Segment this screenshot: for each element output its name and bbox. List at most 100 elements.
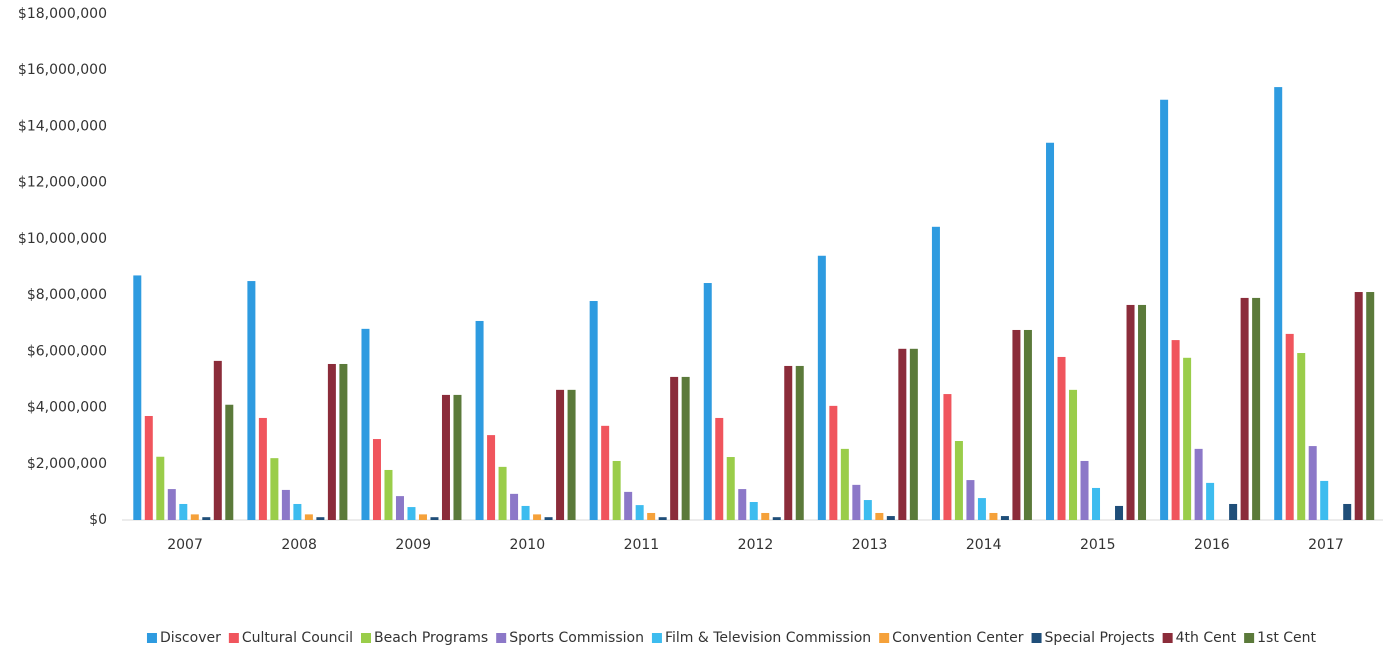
bar [1252,297,1261,520]
bar [840,448,849,520]
x-tick-label: 2007 [167,537,203,553]
bar [202,517,211,520]
bar [441,394,450,520]
bar [1366,292,1375,520]
bar [898,348,907,520]
legend-swatch [879,633,890,643]
bar [1343,503,1352,520]
bar [533,514,542,520]
bar [1285,333,1294,520]
bar [498,466,507,520]
x-tick-label: 2010 [509,537,545,553]
bar [601,425,610,520]
y-tick-label: $4,000,000 [27,400,107,416]
legend-label: 4th Cent [1176,630,1237,646]
bar [1183,357,1192,520]
bar [395,496,404,520]
bar [886,516,895,520]
x-tick-label: 2017 [1308,537,1344,553]
bar [715,417,724,520]
bar [726,457,735,520]
bar [167,489,176,520]
bar [1046,142,1055,520]
bar [1092,487,1101,520]
bar [281,489,290,520]
bar [647,512,656,520]
bar [670,376,679,520]
bar [304,514,313,520]
bar [624,491,633,520]
bar [1000,516,1009,520]
bar [784,365,793,520]
legend: Discover Cultural Council Beach Programs Sp… [146,630,1317,646]
legend-swatch [651,633,662,643]
x-tick-label: 2011 [624,537,660,553]
bar [817,255,826,520]
bar [1274,87,1283,520]
bar [213,360,222,520]
y-tick-label: $16,000,000 [18,62,107,78]
legend-label: Special Projects [1045,630,1155,646]
bar [1126,304,1135,520]
bar [361,328,370,520]
bar [556,389,565,520]
bar [179,503,188,520]
x-tick-label: 2015 [1080,537,1116,553]
bar [190,514,199,520]
y-tick-label: $2,000,000 [27,456,107,472]
bar [863,500,872,520]
bar [749,502,758,520]
y-tick-label: $8,000,000 [27,287,107,303]
legend-label: Sports Commission [509,630,644,646]
bar [475,320,484,520]
bar [372,439,381,520]
legend-swatch [1162,633,1173,643]
x-tick-label: 2013 [852,537,888,553]
y-tick-label: $0 [89,512,107,528]
bar [703,283,712,520]
bar [1240,297,1249,520]
bar [1057,356,1066,520]
x-tick-label: 2014 [966,537,1002,553]
y-tick-label: $6,000,000 [27,343,107,359]
bar [1194,448,1203,520]
bar [1012,329,1021,520]
bar [829,405,838,520]
bar [430,517,439,520]
bar [453,394,462,520]
bar [1080,460,1089,520]
bar [1138,304,1147,520]
y-tick-label: $18,000,000 [18,6,107,22]
bar [738,489,747,520]
bar [156,456,165,520]
bar [658,517,667,520]
bar [943,394,952,520]
legend-label: 1st Cent [1257,630,1316,646]
x-tick-label: 2009 [395,537,431,553]
bar [407,507,416,520]
legend-label: Discover [160,630,221,646]
legend-swatch [1244,633,1255,643]
legend-swatch [361,633,371,643]
bar [384,469,393,520]
bar [761,512,770,520]
bar [852,484,861,520]
bar [1115,505,1124,520]
legend-label: Beach Programs [374,630,488,646]
bar [1206,482,1215,520]
bar [270,458,279,520]
legend-label: Cultural Council [242,630,353,646]
y-tick-label: $12,000,000 [18,175,107,191]
legend-label: Film & Television Commission [665,630,871,646]
bar [1297,353,1306,520]
bar [316,517,325,520]
bar [795,365,804,520]
bar [225,404,234,520]
bar [931,226,940,520]
bar [510,493,519,520]
bar [1308,446,1317,520]
bar [521,505,530,520]
bar [1229,503,1238,520]
